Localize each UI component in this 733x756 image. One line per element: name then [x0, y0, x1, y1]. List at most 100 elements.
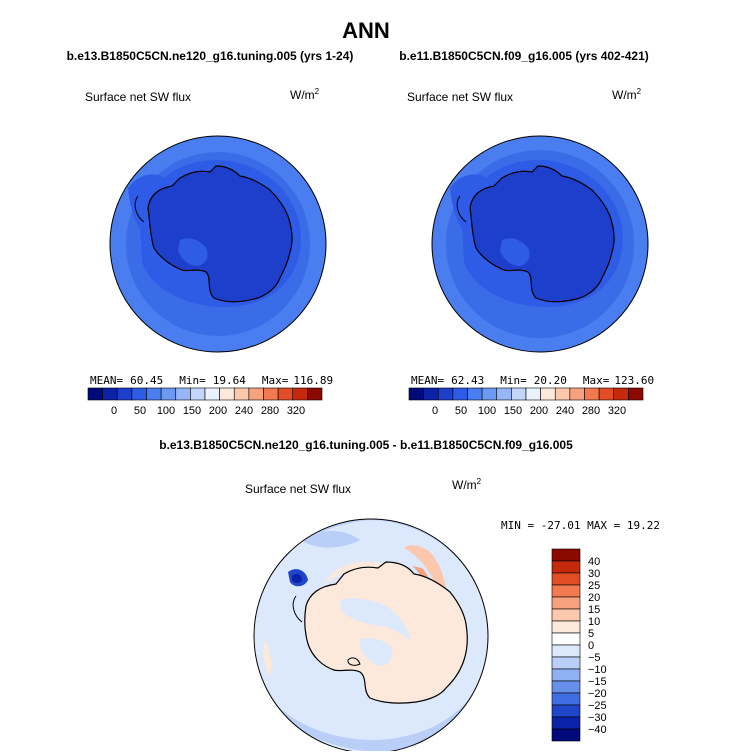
colorbar-swatch [204, 387, 220, 401]
colorbar-tick-label: 50 [455, 405, 467, 417]
colorbar-tick-label: 280 [261, 405, 279, 417]
colorbar-swatch [175, 387, 191, 401]
colorbar-swatch [551, 716, 581, 730]
colorbar-swatch [190, 387, 206, 401]
colorbar-swatch [277, 387, 294, 401]
colorbar-swatch [525, 387, 541, 401]
colorbar-swatch [598, 387, 615, 401]
panel-2-map [432, 136, 648, 352]
colorbar-swatch [554, 387, 571, 401]
colorbar-tick-label: 20 [588, 592, 600, 604]
panel-2-case-title: b.e11.B1850C5CN.f09_g16.005 (yrs 402-421… [399, 49, 649, 63]
colorbar-swatch [551, 692, 581, 706]
panel-1: b.e13.B1850C5CN.ne120_g16.tuning.005 (yr… [67, 49, 354, 417]
colorbar-tick-label: 280 [582, 405, 600, 417]
panel-1-colorbar: 0 50 100 150 200 240 280 320 [87, 387, 323, 417]
colorbar-swatch [551, 680, 581, 694]
colorbar-tick-label: 0 [588, 640, 594, 652]
colorbar-swatch [551, 548, 581, 562]
colorbar-tick-label: 200 [209, 405, 227, 417]
colorbar-tick-label: 0 [432, 405, 438, 417]
colorbar-swatch [551, 560, 581, 574]
panel-3-stats: MIN = -27.01 MAX = 19.22 [501, 519, 660, 532]
panel-1-units-label: W/m2 [290, 87, 320, 102]
colorbar-tick-label: 40 [588, 556, 600, 568]
colorbar-swatch [452, 387, 468, 401]
colorbar-swatch [551, 632, 581, 646]
panel-3-continent [304, 561, 468, 704]
colorbar-swatch [551, 644, 581, 658]
colorbar-swatch [496, 387, 512, 401]
panel-2-stats: MEAN= 62.43 Min= 20.20 Max= 123.60 [411, 374, 654, 387]
colorbar-tick-label: 240 [556, 405, 574, 417]
panel-1-continent [147, 165, 293, 303]
colorbar-swatch [551, 596, 581, 610]
colorbar-tick-label: 10 [588, 616, 600, 628]
panel-3-case-title: b.e13.B1850C5CN.ne120_g16.tuning.005 - b… [159, 438, 573, 452]
panel-2-colorbar: 0 50 100 150 200 240 280 320 [408, 387, 644, 417]
colorbar-tick-label: 5 [588, 628, 594, 640]
colorbar-tick-label: 30 [588, 568, 600, 580]
colorbar-tick-label: 25 [588, 580, 600, 592]
colorbar-swatch [102, 387, 118, 401]
colorbar-swatch [408, 387, 424, 401]
colorbar-swatch [233, 387, 250, 401]
colorbar-tick-label: 100 [478, 405, 496, 417]
colorbar-swatch [540, 387, 556, 401]
colorbar-tick-label: −15 [588, 676, 607, 688]
colorbar-swatch [263, 387, 279, 401]
colorbar-swatch [87, 387, 103, 401]
colorbar-tick-label: 150 [504, 405, 522, 417]
colorbar-tick-label: −10 [588, 664, 607, 676]
colorbar-swatch [248, 387, 264, 401]
colorbar-tick-label: −30 [588, 712, 607, 724]
panel-2-units-label: W/m2 [612, 87, 642, 102]
colorbar-tick-label: 150 [183, 405, 201, 417]
colorbar-tick-label: 100 [157, 405, 175, 417]
colorbar-tick-label: 0 [111, 405, 117, 417]
colorbar-tick-label: −20 [588, 688, 607, 700]
colorbar-swatch [481, 387, 498, 401]
colorbar-swatch [551, 584, 581, 598]
colorbar-swatch [551, 572, 581, 586]
panel-3: b.e13.B1850C5CN.ne120_g16.tuning.005 - b… [159, 438, 660, 754]
colorbar-swatch [551, 620, 581, 634]
colorbar-swatch [551, 608, 581, 622]
colorbar-tick-label: −5 [588, 652, 601, 664]
panel-1-variable-label: Surface net SW flux [85, 90, 191, 104]
colorbar-swatch [569, 387, 585, 401]
panel-1-stats: MEAN= 60.45 Min= 19.64 Max= 116.89 [90, 374, 333, 387]
panel-2: b.e11.B1850C5CN.f09_g16.005 (yrs 402-421… [399, 49, 654, 417]
panel-3-variable-label: Surface net SW flux [245, 482, 351, 496]
panel-3-map [254, 519, 488, 753]
colorbar-swatch [423, 387, 439, 401]
colorbar-swatch [219, 387, 235, 401]
figure-title: ANN [342, 18, 390, 43]
colorbar-swatch [613, 387, 629, 401]
panel-2-continent [469, 165, 615, 303]
colorbar-swatch [584, 387, 600, 401]
colorbar-swatch [437, 387, 454, 401]
colorbar-tick-label: 240 [235, 405, 253, 417]
panel-1-case-title: b.e13.B1850C5CN.ne120_g16.tuning.005 (yr… [67, 49, 354, 63]
colorbar-swatch [628, 387, 644, 401]
colorbar-swatch [551, 668, 581, 682]
colorbar-swatch [160, 387, 177, 401]
panel-1-map [110, 136, 326, 352]
colorbar-tick-label: 320 [287, 405, 305, 417]
colorbar-tick-label: 50 [134, 405, 146, 417]
colorbar-swatch [292, 387, 308, 401]
panel-2-variable-label: Surface net SW flux [407, 90, 513, 104]
colorbar-tick-label: 15 [588, 604, 600, 616]
colorbar-swatch [551, 656, 581, 670]
colorbar-swatch [116, 387, 133, 401]
colorbar-tick-label: −40 [588, 724, 607, 736]
colorbar-tick-label: 320 [608, 405, 626, 417]
colorbar-tick-label: −25 [588, 700, 607, 712]
colorbar-swatch [146, 387, 162, 401]
colorbar-swatch [131, 387, 147, 401]
colorbar-swatch [307, 387, 323, 401]
